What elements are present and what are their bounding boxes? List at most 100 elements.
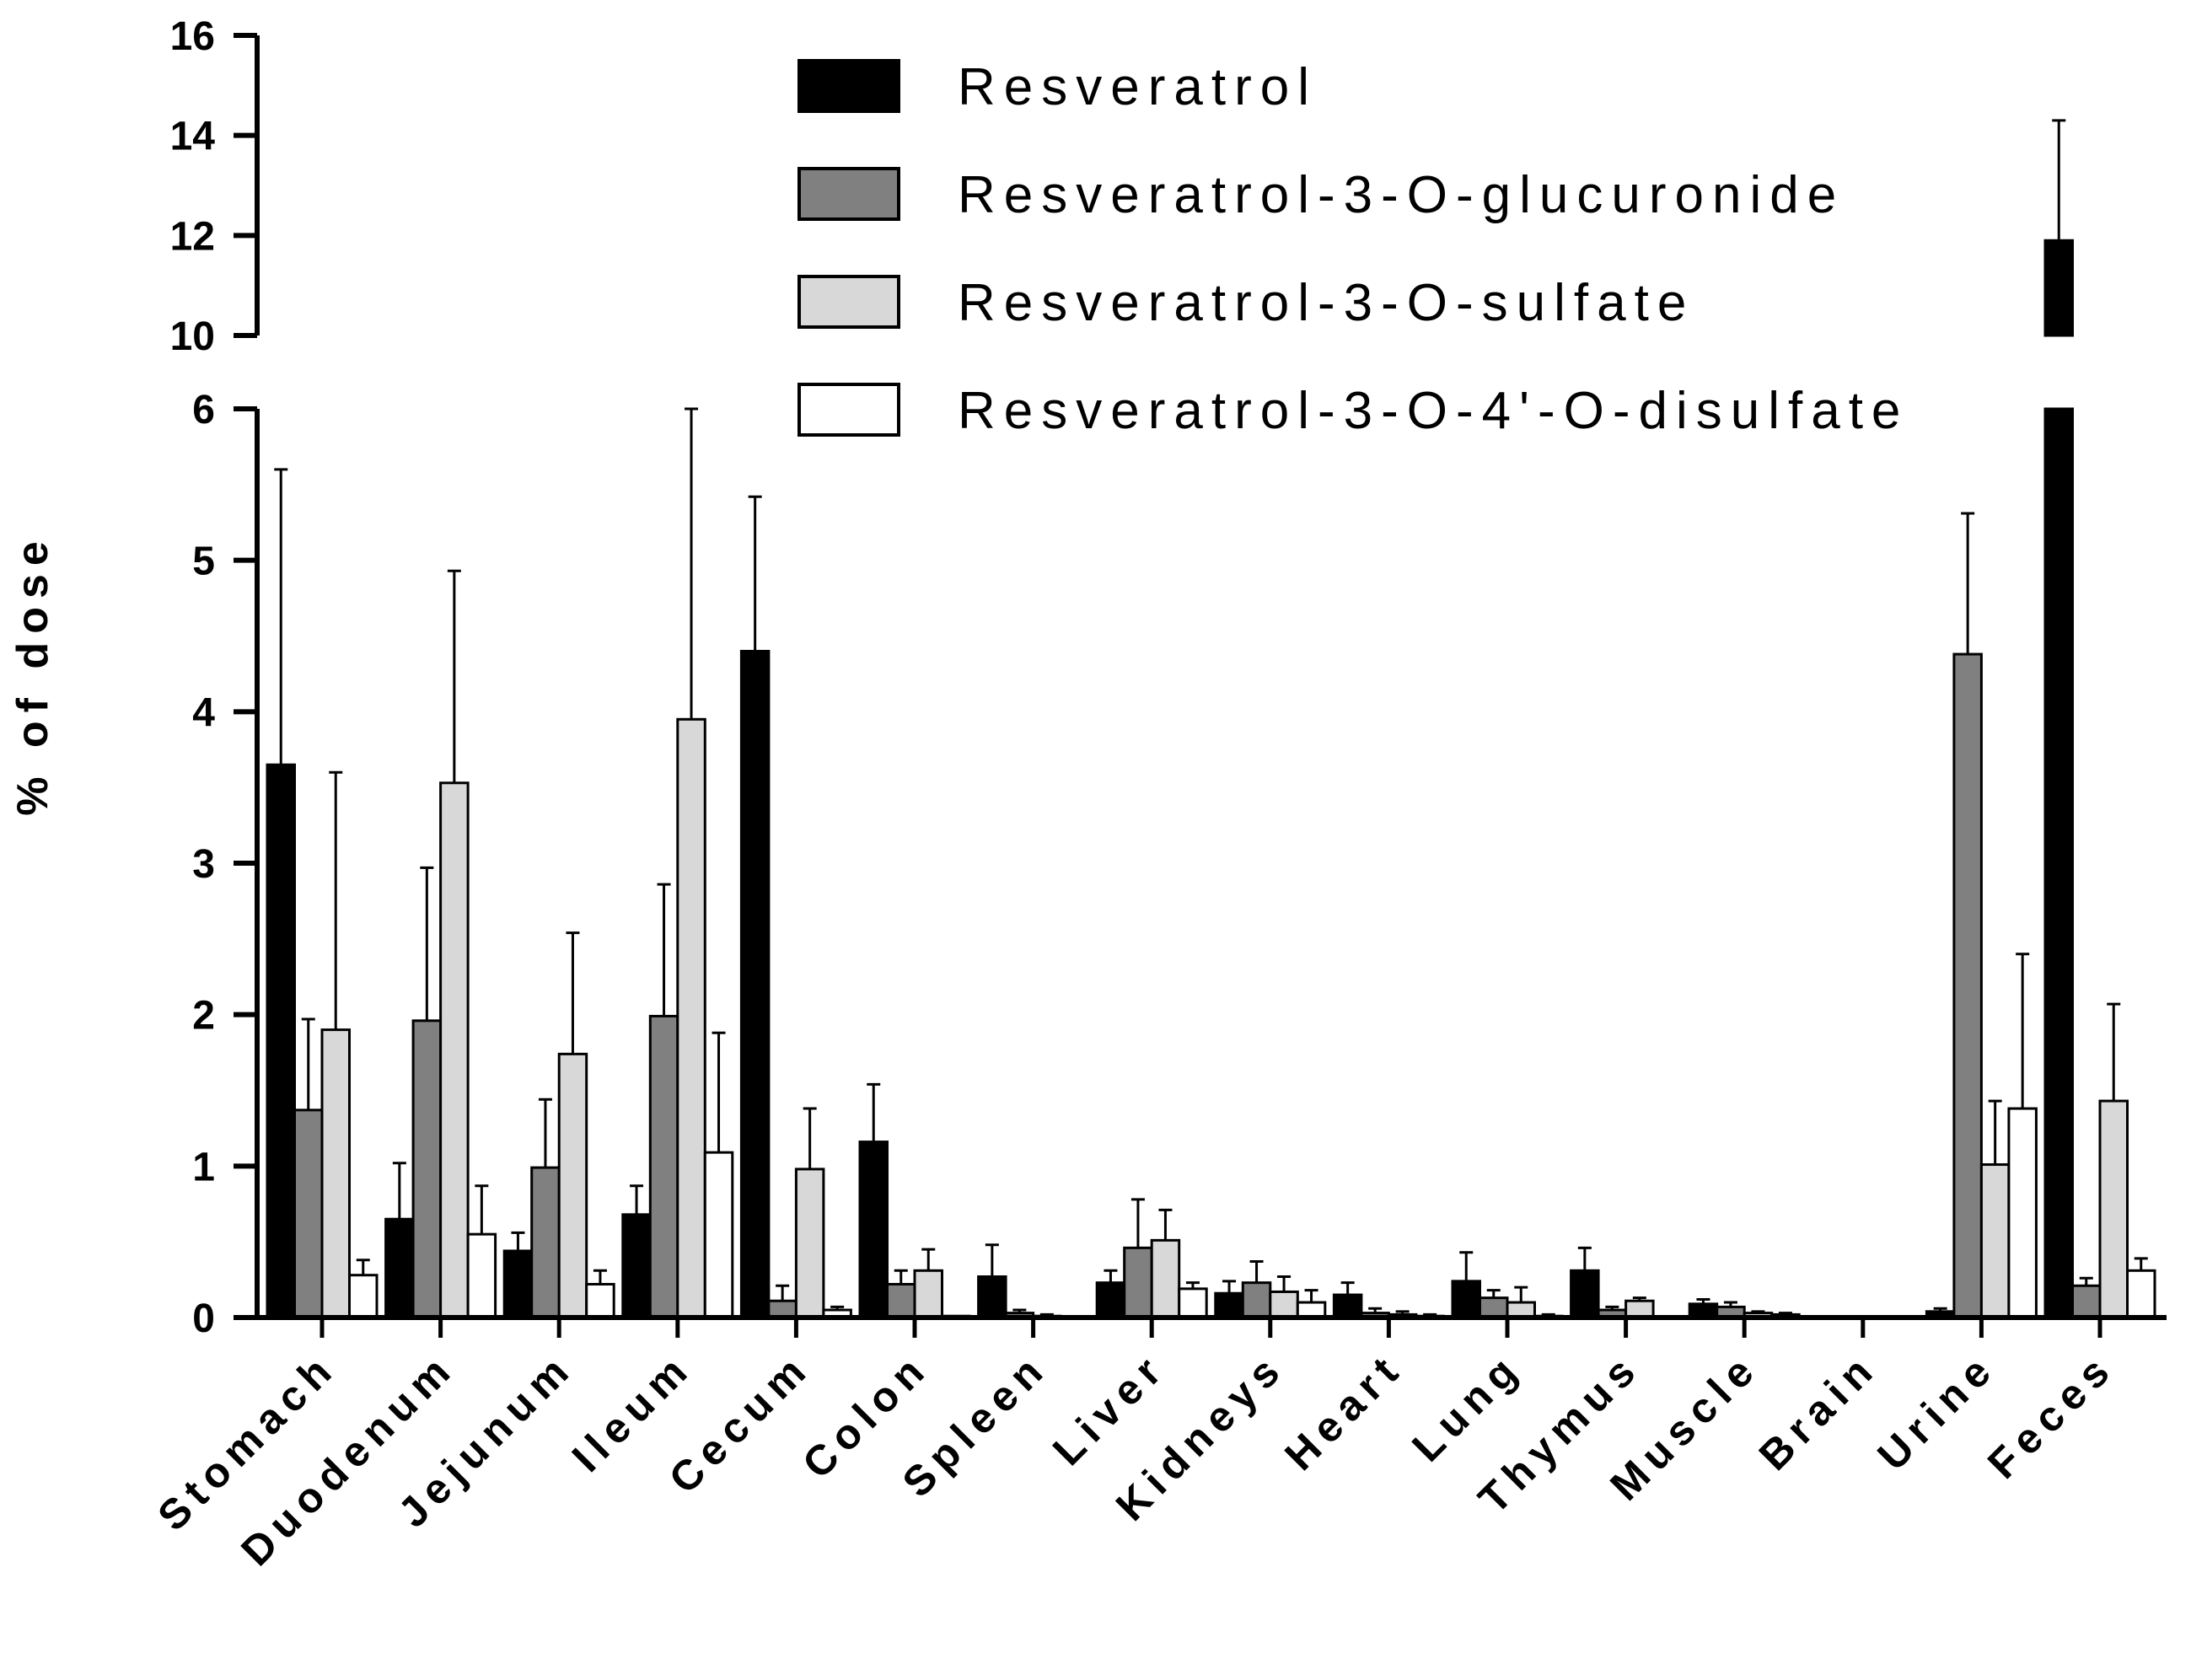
error-bar-duodenum-s3 <box>447 569 461 783</box>
bar-lung-s2 <box>1479 1296 1509 1319</box>
error-bar-thymus-s2 <box>1605 1305 1619 1311</box>
bar-colon-s1 <box>858 1141 889 1319</box>
bar-stomach-s2 <box>293 1108 324 1319</box>
bar-feces-s1-upper <box>2043 239 2074 337</box>
y-tick-label-6: 6 <box>192 388 215 432</box>
y-tick-label-4: 4 <box>192 690 215 735</box>
legend: Resveratrol Resveratrol-3-O-glucuronide Re… <box>797 58 1900 440</box>
bar-jejunum-s3 <box>557 1052 588 1319</box>
bar-stomach-s4 <box>348 1274 379 1319</box>
bar-feces-s2 <box>2071 1284 2102 1319</box>
bar-ileum-s4 <box>703 1151 734 1319</box>
error-bar-muscle-s3 <box>1751 1310 1765 1313</box>
error-bar-kidneys-s3 <box>1277 1275 1292 1292</box>
bar-ileum-s3 <box>676 717 706 1319</box>
error-bar-ileum-s1 <box>630 1184 644 1215</box>
error-bar-feces-s2 <box>2079 1276 2093 1286</box>
bar-kidneys-s1 <box>1214 1291 1244 1319</box>
legend-swatch-4 <box>797 383 900 437</box>
bar-liver-s1 <box>1095 1281 1126 1319</box>
error-bars-layer <box>274 119 2148 1317</box>
error-bar-ileum-s3 <box>685 407 699 720</box>
error-bar-kidneys-s1 <box>1222 1280 1237 1294</box>
legend-label-1: Resveratrol <box>958 58 1318 116</box>
error-bar-colon-s2 <box>894 1269 908 1285</box>
bar-stomach-s3 <box>320 1028 351 1319</box>
error-bar-jejunum-s2 <box>538 1098 552 1168</box>
error-bar-feces-s4 <box>2134 1257 2148 1271</box>
bar-cecum-s3 <box>794 1167 825 1319</box>
y-tick-label-0: 0 <box>192 1296 215 1341</box>
bar-duodenum-s2 <box>411 1019 443 1319</box>
error-bar-thymus-s3 <box>1632 1296 1646 1302</box>
error-bar-cecum-s1 <box>748 495 762 652</box>
error-bar-thymus-s1 <box>1577 1246 1592 1271</box>
bar-urine-s4 <box>2007 1107 2038 1319</box>
error-bar-colon-s1 <box>867 1082 881 1142</box>
error-bar-liver-s2 <box>1130 1198 1145 1248</box>
error-bar-muscle-s2 <box>1723 1301 1737 1307</box>
bar-liver-s2 <box>1123 1246 1153 1319</box>
y-tick-label-12: 12 <box>170 214 215 259</box>
error-bar-liver-s1 <box>1104 1269 1118 1283</box>
error-bar-lung-s3 <box>1514 1285 1528 1303</box>
bars-layer <box>266 239 2156 1319</box>
bar-feces-s4 <box>2126 1269 2156 1319</box>
y-tick-label-3: 3 <box>192 842 215 887</box>
category-label-heart: Heart <box>1275 1343 1412 1479</box>
error-bar-jejunum-s1 <box>511 1231 525 1251</box>
y-tick-label-2: 2 <box>192 994 215 1039</box>
error-bar-lung-s1 <box>1459 1251 1474 1281</box>
bar-colon-s3 <box>913 1269 943 1319</box>
error-bar-lung-s2 <box>1486 1289 1501 1298</box>
y-tick-label-5: 5 <box>192 539 215 584</box>
bar-jejunum-s2 <box>530 1166 561 1319</box>
error-bar-cecum-s4 <box>830 1305 845 1311</box>
error-bar-urine-s1 <box>1933 1307 1947 1312</box>
bar-stomach-s1 <box>266 763 296 1319</box>
error-bar-duodenum-s4 <box>475 1184 489 1235</box>
error-bar-ileum-s2 <box>657 883 671 1017</box>
legend-label-2: Resveratrol-3-O-glucuronide <box>958 166 1845 224</box>
bar-feces-s3 <box>2098 1099 2129 1319</box>
legend-item-1: Resveratrol <box>797 58 1318 116</box>
error-bar-feces-s3 <box>2107 1002 2121 1102</box>
error-bar-duodenum-s1 <box>392 1162 406 1220</box>
error-bar-stomach-s3 <box>329 770 343 1030</box>
bar-lung-s1 <box>1451 1280 1481 1319</box>
error-bar-kidneys-s2 <box>1249 1260 1264 1283</box>
category-label-feces: Feces <box>1979 1343 2124 1488</box>
bar-jejunum-s1 <box>502 1249 534 1319</box>
legend-item-3: Resveratrol-3-O-sulfate <box>797 274 1694 332</box>
category-label-duodenum: Duodenum <box>232 1343 464 1575</box>
legend-item-2: Resveratrol-3-O-glucuronide <box>797 166 1845 224</box>
bar-duodenum-s1 <box>384 1217 415 1319</box>
bar-cecum-s1 <box>739 649 771 1319</box>
bar-duodenum-s4 <box>466 1232 497 1319</box>
y-axis-title: % of dose <box>8 533 57 816</box>
legend-swatch-2 <box>797 167 900 221</box>
error-bar-cecum-s2 <box>776 1284 790 1302</box>
error-bar-stomach-s2 <box>301 1017 315 1110</box>
y-tick-label-14: 14 <box>170 115 216 159</box>
legend-label-3: Resveratrol-3-O-sulfate <box>958 274 1694 332</box>
error-bar-heart-s1 <box>1340 1281 1355 1296</box>
bar-heart-s1 <box>1332 1293 1363 1319</box>
legend-swatch-1 <box>797 59 900 113</box>
error-bar-muscle-s1 <box>1696 1297 1710 1304</box>
error-bar-jejunum-s4 <box>593 1269 607 1285</box>
bar-jejunum-s4 <box>585 1282 615 1319</box>
bar-feces-s1-lower <box>2043 407 2074 1319</box>
y-tick-label-1: 1 <box>192 1145 215 1189</box>
error-bar-jejunum-s3 <box>566 931 580 1055</box>
bar-thymus-s1 <box>1570 1269 1600 1319</box>
error-bar-urine-s2 <box>1961 512 1975 655</box>
error-bar-urine-s4 <box>2016 953 2030 1109</box>
bar-colon-s2 <box>886 1282 916 1319</box>
error-bar-colon-s3 <box>921 1248 936 1271</box>
bar-urine-s3 <box>1979 1163 2011 1319</box>
error-bar-liver-s3 <box>1158 1208 1173 1241</box>
error-bar-urine-s3 <box>1988 1099 2002 1165</box>
